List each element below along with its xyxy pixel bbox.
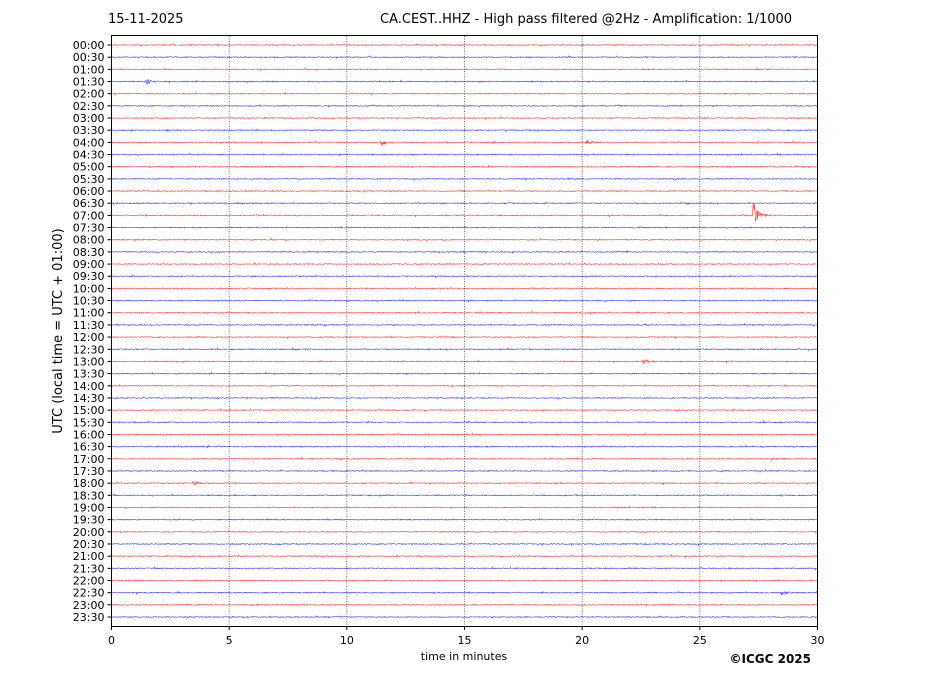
y-tick-label: 22:00: [73, 574, 105, 587]
y-tick-label: 17:30: [73, 465, 105, 478]
y-tick-label: 22:30: [73, 587, 105, 600]
trace-0400: [111, 139, 818, 146]
x-tick-label: 25: [693, 634, 707, 647]
x-axis-label: time in minutes: [421, 650, 508, 663]
y-tick-label: 01:00: [73, 63, 105, 76]
trace-1900: [111, 505, 818, 510]
trace-1800: [111, 480, 818, 486]
y-tick-label: 10:00: [73, 282, 105, 295]
y-tick-label: 05:00: [73, 161, 105, 174]
y-tick-label: 23:30: [73, 611, 105, 624]
x-tick-label: 0: [108, 634, 115, 647]
y-tick-label: 09:00: [73, 258, 105, 271]
y-tick-label: 11:30: [73, 319, 105, 332]
y-tick-label: 12:30: [73, 343, 105, 356]
trace-1400: [111, 383, 818, 388]
x-tick-label: 15: [458, 634, 472, 647]
y-tick-label: 14:30: [73, 392, 105, 405]
trace-2130: [111, 566, 818, 571]
y-tick-label: 11:00: [73, 307, 105, 320]
trace-0000: [111, 43, 818, 47]
x-tick-label: 20: [575, 634, 589, 647]
trace-0030: [111, 55, 818, 60]
x-tick-label: 10: [340, 634, 354, 647]
y-tick-label: 21:30: [73, 562, 105, 575]
trace-0330: [111, 128, 818, 133]
y-tick-label: 00:00: [73, 39, 105, 52]
y-tick-label: 00:30: [73, 51, 105, 64]
y-tick-label: 17:00: [73, 453, 105, 466]
trace-1430: [111, 396, 818, 400]
trace-1100: [111, 310, 818, 315]
y-tick-label: 07:30: [73, 222, 105, 235]
copyright: ©ICGC 2025: [729, 652, 811, 666]
trace-0800: [111, 237, 818, 242]
y-tick-label: 20:30: [73, 538, 105, 551]
trace-0700: [111, 202, 818, 222]
y-tick-label: 02:00: [73, 88, 105, 101]
x-tick-label: 30: [811, 634, 825, 647]
y-tick-label: 15:30: [73, 416, 105, 429]
y-tick-label: 06:30: [73, 197, 105, 210]
trace-1030: [111, 298, 818, 303]
y-tick-label: 07:00: [73, 209, 105, 222]
trace-0300: [111, 116, 818, 121]
y-tick-label: 08:00: [73, 234, 105, 247]
y-tick-label: 04:00: [73, 136, 105, 149]
y-axis-label: UTC (local time = UTC + 01:00): [51, 228, 66, 433]
y-tick-label: 16:30: [73, 441, 105, 454]
y-tick-label: 20:00: [73, 526, 105, 539]
trace-1130: [111, 322, 818, 327]
trace-1830: [111, 493, 818, 498]
y-tick-label: 19:30: [73, 514, 105, 527]
y-tick-label: 09:30: [73, 270, 105, 283]
y-tick-label: 03:30: [73, 124, 105, 137]
chart-title: CA.CEST..HHZ - High pass filtered @2Hz -…: [380, 12, 793, 27]
y-tick-label: 19:00: [73, 501, 105, 514]
y-tick-label: 13:30: [73, 368, 105, 381]
date-label: 15-11-2025: [108, 12, 184, 27]
trace-1500: [111, 408, 818, 413]
y-tick-label: 23:00: [73, 599, 105, 612]
y-tick-label: 13:00: [73, 355, 105, 368]
y-tick-label: 04:30: [73, 149, 105, 162]
trace-0730: [111, 225, 818, 229]
x-tick-label: 5: [226, 634, 233, 647]
y-tick-label: 18:30: [73, 489, 105, 502]
y-tick-label: 03:00: [73, 112, 105, 125]
y-tick-label: 02:30: [73, 100, 105, 113]
y-tick-label: 18:00: [73, 477, 105, 490]
y-tick-label: 16:00: [73, 428, 105, 441]
y-tick-label: 08:30: [73, 246, 105, 259]
y-tick-label: 14:00: [73, 380, 105, 393]
y-tick-label: 21:00: [73, 550, 105, 563]
y-tick-label: 12:00: [73, 331, 105, 344]
y-tick-label: 10:30: [73, 295, 105, 308]
y-tick-label: 05:30: [73, 173, 105, 186]
y-tick-label: 15:00: [73, 404, 105, 417]
y-tick-label: 01:30: [73, 76, 105, 89]
y-tick-label: 06:00: [73, 185, 105, 198]
trace-2230: [111, 590, 818, 596]
trace-2200: [111, 578, 818, 583]
